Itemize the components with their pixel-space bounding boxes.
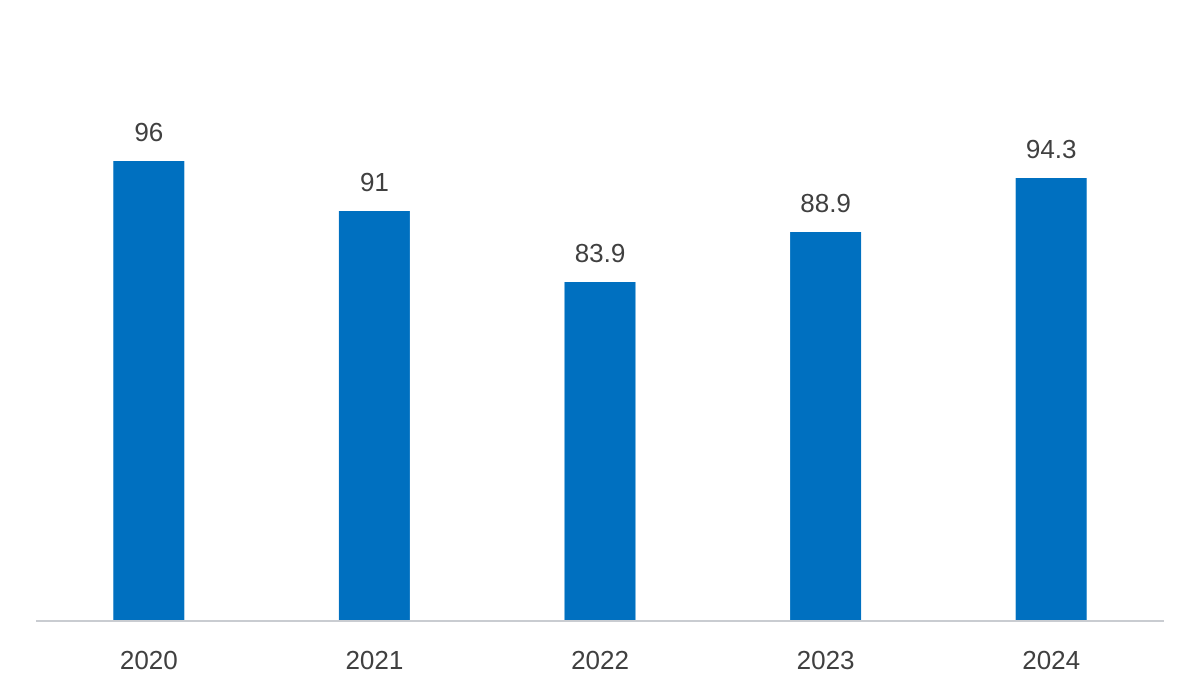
bar-2024 xyxy=(1015,178,1087,621)
data-label-2021: 91 xyxy=(360,167,389,197)
data-label-2022: 83.9 xyxy=(575,238,626,268)
bar-2022 xyxy=(564,282,636,621)
bar-2020 xyxy=(113,161,185,621)
bar-2023 xyxy=(790,232,862,621)
x-tick-labels: 2020 2021 2022 2023 2024 xyxy=(120,645,1080,675)
x-tick-label-2022: 2022 xyxy=(571,645,629,675)
bars-layer xyxy=(113,161,1087,621)
x-tick-label-2021: 2021 xyxy=(345,645,403,675)
x-tick-label-2023: 2023 xyxy=(797,645,855,675)
data-label-2020: 96 xyxy=(134,117,163,147)
data-labels-layer: 96 91 83.9 88.9 94.3 xyxy=(134,117,1076,268)
data-label-2024: 94.3 xyxy=(1026,134,1077,164)
x-tick-label-2020: 2020 xyxy=(120,645,178,675)
data-label-2023: 88.9 xyxy=(800,188,851,218)
bar-2021 xyxy=(338,211,410,621)
x-tick-label-2024: 2024 xyxy=(1022,645,1080,675)
